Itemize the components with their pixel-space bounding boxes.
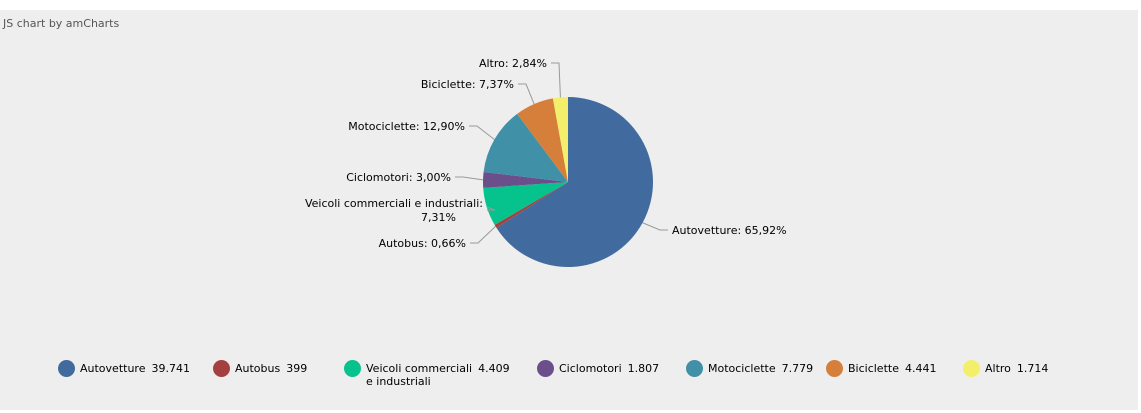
legend-marker-icon [963, 360, 980, 377]
pie-slice-5[interactable] [517, 98, 568, 182]
slice-label-5: Biciclette: 7,37% [421, 78, 514, 91]
label-tick-1 [470, 226, 496, 244]
legend-marker-icon [686, 360, 703, 377]
pie-slice-6[interactable] [552, 97, 568, 182]
legend-value: 4.409 [478, 362, 510, 375]
pie-slice-3[interactable] [483, 171, 568, 188]
legend-marker-icon [537, 360, 554, 377]
legend-marker-icon [344, 360, 361, 377]
label-tick-4 [469, 125, 495, 140]
slice-label-4: Motociclette: 12,90% [348, 120, 465, 133]
legend-label: Altro [985, 362, 1011, 375]
legend-item-0[interactable]: Autovetture 39.741 [58, 360, 213, 388]
legend-value: 39.741 [151, 362, 190, 375]
legend-label: Biciclette [848, 362, 899, 375]
legend-item-6[interactable]: Altro 1.714 [963, 360, 1063, 388]
pie-slice-4[interactable] [483, 113, 568, 182]
legend-item-3[interactable]: Ciclomotori 1.807 [537, 360, 686, 388]
legend-item-1[interactable]: Autobus 399 [213, 360, 344, 388]
chart-panel: JS chart by amCharts Autovetture: 65,92%… [0, 10, 1138, 410]
legend-item-4[interactable]: Motociclette 7.779 [686, 360, 826, 388]
label-tick-0 [642, 222, 668, 231]
pie-slice-2[interactable] [483, 182, 568, 225]
amcharts-credit-link[interactable]: JS chart by amCharts [3, 17, 120, 30]
pie-slice-1[interactable] [494, 182, 568, 228]
legend-label: Autovetture [80, 362, 146, 375]
label-tick-3 [455, 176, 484, 181]
legend-item-5[interactable]: Biciclette 4.441 [826, 360, 963, 388]
legend-value: 1.714 [1016, 362, 1049, 375]
legend-value: 7.779 [781, 362, 814, 375]
label-tick-5 [518, 83, 535, 105]
slice-label-6: Altro: 2,84% [479, 57, 547, 70]
legend: Autovetture 39.741 Autobus 399 Veicoli comme… [58, 360, 1063, 388]
legend-value: 4.441 [904, 362, 937, 375]
pie-slice-0[interactable] [496, 97, 653, 267]
legend-value: 399 [286, 362, 308, 375]
slice-label-3: Ciclomotori: 3,00% [346, 171, 451, 184]
legend-label: Motociclette [708, 362, 776, 375]
legend-item-2[interactable]: Veicoli commerciali e industriali 4.409 [344, 360, 537, 388]
legend-label: Veicoli commerciali e industriali [366, 362, 473, 388]
legend-label: Autobus [235, 362, 281, 375]
slice-label-0: Autovetture: 65,92% [672, 224, 787, 237]
legend-marker-icon [58, 360, 75, 377]
legend-marker-icon [826, 360, 843, 377]
slice-label-2: Veicoli commerciali e industriali: 7,31% [305, 197, 483, 224]
legend-marker-icon [213, 360, 230, 377]
slice-label-1: Autobus: 0,66% [379, 237, 466, 250]
legend-value: 1.807 [627, 362, 660, 375]
legend-label: Ciclomotori [559, 362, 622, 375]
label-tick-6 [551, 62, 561, 98]
label-tick-2 [486, 206, 496, 211]
pie-chart: Autovetture: 65,92% Autobus: 0,66% Veicoli… [305, 57, 787, 267]
